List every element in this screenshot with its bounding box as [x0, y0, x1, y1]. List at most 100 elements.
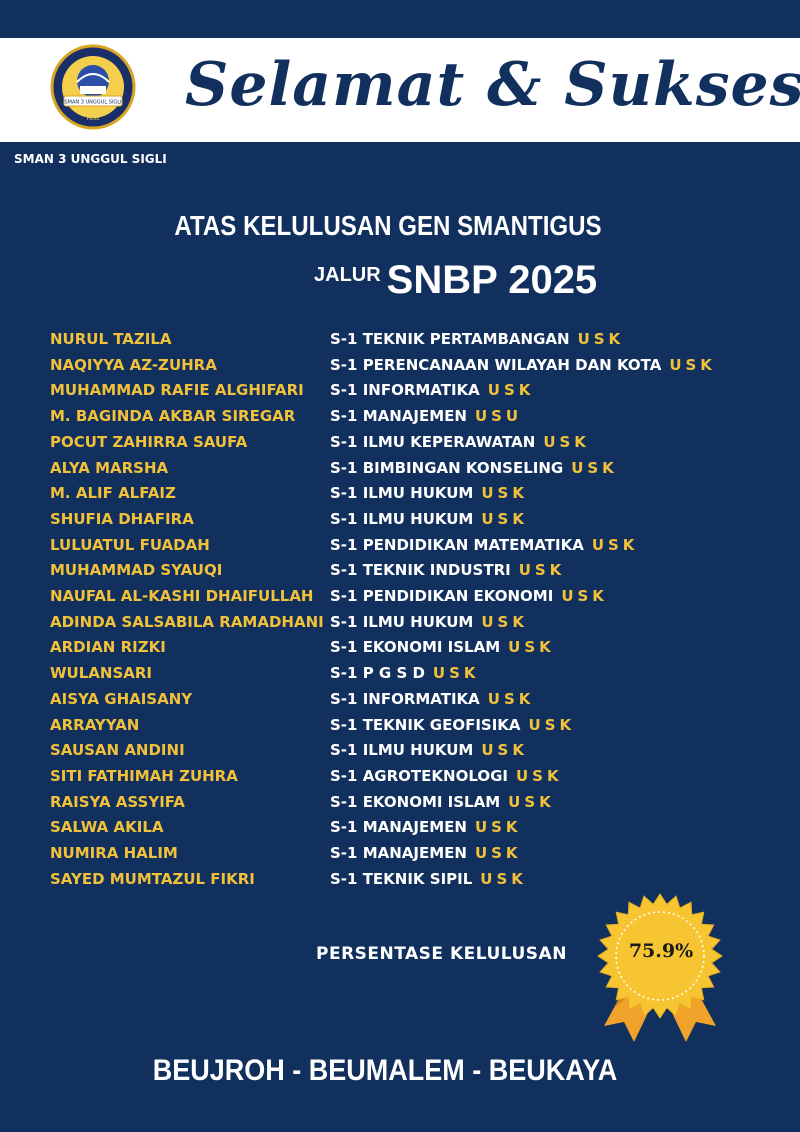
graduate-name: M. BAGINDA AKBAR SIREGAR [50, 407, 296, 426]
program-name: S-1 P G S D [330, 664, 425, 683]
program-name: S-1 PENDIDIKAN MATEMATIKA [330, 535, 584, 554]
graduate-program: S-1 TEKNIK INDUSTRI USK [330, 561, 565, 583]
program-name: S-1 TEKNIK PERTAMBANGAN [330, 330, 570, 348]
university-code: USK [669, 355, 716, 374]
graduate-program: S-1 TEKNIK GEOFISIKA USK [330, 716, 575, 738]
graduate-name: ADINDA SALSABILA RAMADHANI [50, 612, 324, 631]
university-code: USK [487, 689, 535, 708]
program-name: S-1 TEKNIK SIPIL [330, 869, 473, 888]
graduate-program: S-1 PERENCANAAN WILAYAH DAN KOTA USK [330, 356, 716, 378]
program-name: S-1 BIMBINGAN KONSELING [330, 458, 564, 477]
headline: Selamat & Sukses [185, 50, 800, 120]
graduate-program: S-1 TEKNIK SIPIL USK [330, 870, 527, 892]
university-code: USK [481, 741, 528, 760]
graduate-name: SITI FATHIMAH ZUHRA [50, 766, 238, 785]
graduate-name: WULANSARI [50, 664, 152, 683]
university-code: USK [474, 818, 522, 837]
program-name: S-1 ILMU HUKUM [330, 484, 474, 503]
graduate-program: S-1 ILMU KEPERAWATAN USK [330, 433, 590, 455]
university-code: USK [481, 612, 528, 631]
graduate-name: POCUT ZAHIRRA SAUFA [50, 432, 248, 451]
graduate-name: M. ALIF ALFAIZ [50, 484, 176, 503]
graduate-name: AISYA GHAISANY [50, 689, 193, 708]
program-name: S-1 INFORMATIKA [330, 381, 480, 400]
graduate-name: NAQIYYA AZ-ZUHRA [50, 355, 217, 374]
university-code: USK [432, 664, 480, 683]
program-name: S-1 ILMU HUKUM [330, 612, 474, 631]
program-name: S-1 MANAJEMEN [330, 844, 467, 862]
program-name: S-1 ILMU HUKUM [330, 509, 474, 528]
university-code: USK [508, 638, 555, 657]
school-crest-icon: SMAN 3 UNGGUL SIGLI PIDIE [50, 44, 136, 130]
title-line-2: JALUR SNBP 2025 [314, 258, 597, 303]
graduate-program: S-1 BIMBINGAN KONSELING USK [330, 459, 618, 481]
graduate-name: ALYA MARSHA [50, 458, 169, 477]
graduate-program: S-1 MANAJEMEN USK [330, 818, 522, 840]
program-name: S-1 EKONOMI ISLAM [330, 792, 501, 811]
program-name: S-1 ILMU KEPERAWATAN [330, 432, 536, 451]
graduate-program: S-1 MANAJEMEN USK [330, 844, 522, 866]
school-name: SMAN 3 UNGGUL SIGLI [14, 152, 167, 166]
program-name: S-1 PERENCANAAN WILAYAH DAN KOTA [330, 355, 662, 374]
program-name: S-1 PENDIDIKAN EKONOMI [330, 587, 554, 605]
logo-bottom-text: PIDIE [87, 116, 100, 122]
title-line-2-big: SNBP 2025 [386, 258, 598, 302]
pass-rate-value: 75.9% [628, 940, 694, 962]
university-code: USK [561, 587, 608, 605]
graduate-name: NAUFAL AL-KASHI DHAIFULLAH [50, 587, 314, 605]
university-code: USK [516, 766, 563, 785]
graduate-program: S-1 PENDIDIKAN EKONOMI USK [330, 587, 608, 609]
motto: BEUJROH - BEUMALEM - BEUKAYA [152, 1054, 618, 1087]
program-name: S-1 AGROTEKNOLOGI [330, 766, 508, 785]
graduate-program: S-1 PENDIDIKAN MATEMATIKA USK [330, 536, 638, 558]
graduate-name: SAUSAN ANDINI [50, 741, 185, 760]
university-code: USK [508, 792, 555, 811]
graduate-program: S-1 EKONOMI ISLAM USK [330, 793, 555, 815]
university-code: USK [474, 844, 522, 862]
university-code: USK [577, 330, 625, 348]
top-bar [0, 10, 800, 38]
program-name: S-1 MANAJEMEN [330, 407, 467, 426]
program-name: S-1 EKONOMI ISLAM [330, 638, 501, 657]
graduate-program: S-1 EKONOMI ISLAM USK [330, 638, 555, 660]
program-name: S-1 ILMU HUKUM [330, 741, 474, 760]
graduate-program: S-1 P G S D USK [330, 664, 480, 686]
title-line-1: ATAS KELULUSAN GEN SMANTIGUS [174, 210, 602, 241]
graduate-program: S-1 MANAJEMEN USU [330, 407, 522, 429]
graduate-program: S-1 ILMU HUKUM USK [330, 510, 528, 532]
university-code: USK [571, 458, 618, 477]
graduate-name: MUHAMMAD SYAUQI [50, 561, 223, 580]
graduate-name: NURUL TAZILA [50, 330, 172, 348]
university-code: USK [518, 561, 566, 580]
program-name: S-1 MANAJEMEN [330, 818, 467, 837]
graduate-program: S-1 ILMU HUKUM USK [330, 613, 528, 635]
pass-rate-label: PERSENTASE KELULUSAN [316, 944, 567, 964]
title-line-2-small: JALUR [314, 264, 381, 286]
university-code: USK [591, 535, 639, 554]
program-name: S-1 TEKNIK GEOFISIKA [330, 715, 521, 734]
university-code: USK [480, 869, 527, 888]
graduate-name: NUMIRA HALIM [50, 844, 178, 862]
graduate-name: SAYED MUMTAZUL FIKRI [50, 869, 255, 888]
graduate-program: S-1 ILMU HUKUM USK [330, 484, 528, 506]
graduate-name: ARRAYYAN [50, 715, 140, 734]
university-code: USK [543, 432, 590, 451]
university-code: USU [474, 407, 523, 426]
graduate-name: SHUFIA DHAFIRA [50, 509, 194, 528]
program-name: S-1 TEKNIK INDUSTRI [330, 561, 511, 580]
graduate-program: S-1 ILMU HUKUM USK [330, 741, 528, 763]
graduate-name: MUHAMMAD RAFIE ALGHIFARI [50, 381, 304, 400]
university-code: USK [487, 381, 535, 400]
university-code: USK [481, 509, 528, 528]
graduate-program: S-1 TEKNIK PERTAMBANGAN USK [330, 330, 624, 352]
graduate-name: SALWA AKILA [50, 818, 164, 837]
program-name: S-1 INFORMATIKA [330, 689, 480, 708]
rosette-badge-icon [597, 893, 723, 1042]
graduate-name: RAISYA ASSYIFA [50, 792, 185, 811]
university-code: USK [481, 484, 528, 503]
graduate-program: S-1 AGROTEKNOLOGI USK [330, 767, 563, 789]
university-code: USK [528, 715, 576, 734]
graduate-program: S-1 INFORMATIKA USK [330, 381, 534, 403]
logo-banner-text: SMAN 3 UNGGUL SIGLI [65, 100, 122, 106]
graduate-program: S-1 INFORMATIKA USK [330, 690, 534, 712]
